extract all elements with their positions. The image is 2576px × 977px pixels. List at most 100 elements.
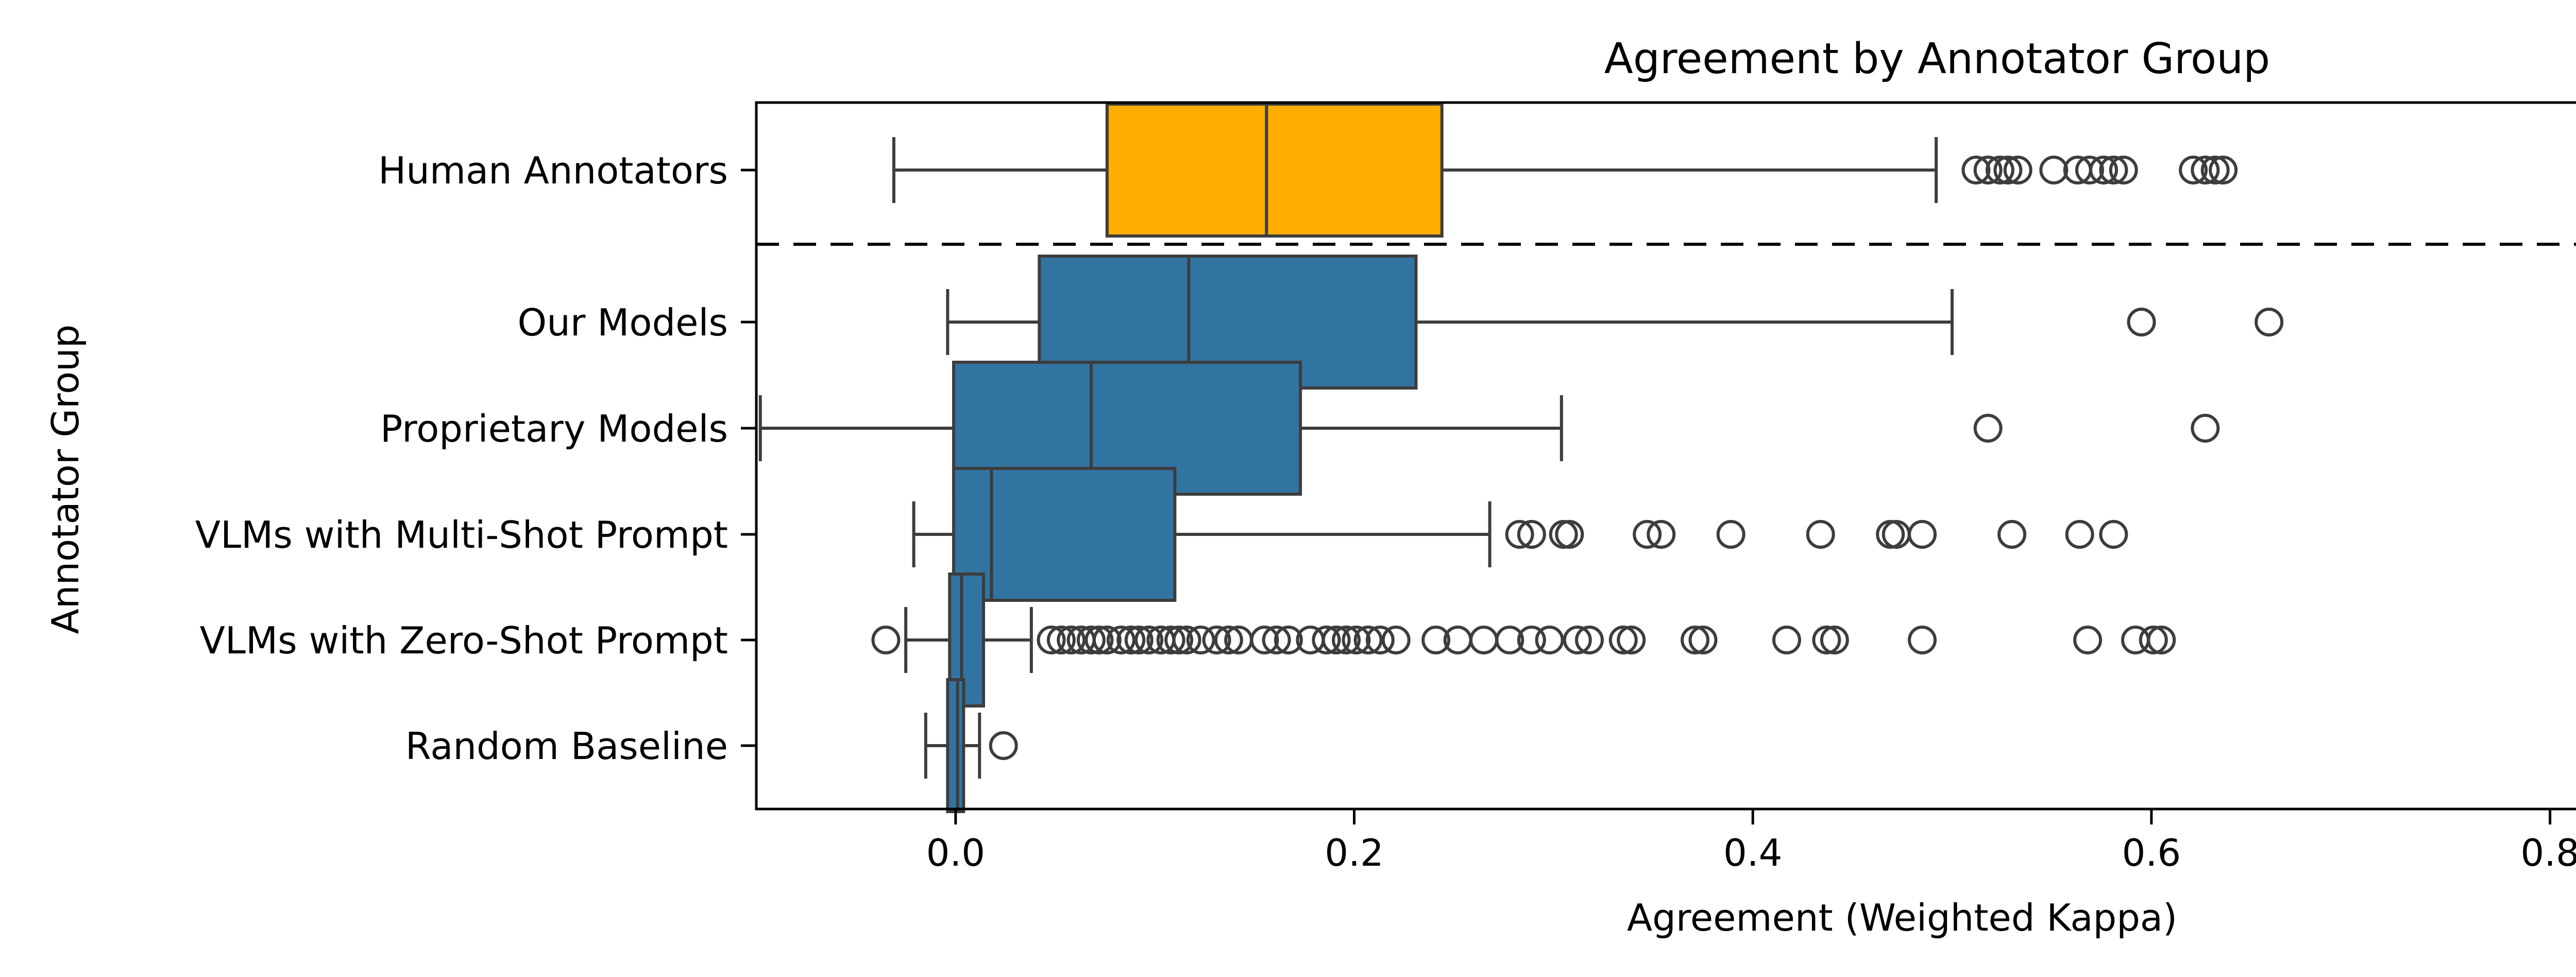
y-tick-label: Human Annotators xyxy=(378,149,728,192)
box-group xyxy=(912,467,2128,602)
outlier-point xyxy=(1505,520,1534,549)
outlier-point xyxy=(1342,626,1371,654)
outlier-point xyxy=(1608,626,1638,654)
outlier-point xyxy=(1274,626,1303,654)
y-tick-label: VLMs with Zero-Shot Prompt xyxy=(200,619,728,662)
outlier-point xyxy=(1037,626,1066,654)
y-axis: Human Annotators Our Models Proprietary Mo… xyxy=(195,149,756,768)
box-group xyxy=(871,572,2176,708)
outlier-point xyxy=(1124,626,1154,654)
y-axis-label: Annotator Group xyxy=(44,325,87,634)
outlier-point xyxy=(1973,414,2003,443)
outlier-point xyxy=(1106,626,1136,654)
outlier-point xyxy=(2003,156,2032,184)
outlier-point xyxy=(1563,626,1592,654)
outlier-point xyxy=(1164,626,1194,654)
outlier-point xyxy=(1517,520,1546,549)
outlier-point xyxy=(1312,626,1341,654)
y-tick-label: Our Models xyxy=(518,301,728,344)
plot-area xyxy=(758,103,2284,813)
x-tick-label: 0.8 xyxy=(2520,831,2576,874)
outlier-point xyxy=(1262,626,1291,654)
outlier-point xyxy=(1876,520,1905,549)
outlier-point xyxy=(1549,520,1578,549)
outlier-point xyxy=(1882,520,1911,549)
outlier-point xyxy=(1332,626,1361,654)
outlier-point xyxy=(1092,626,1122,654)
outlier-point xyxy=(1084,626,1114,654)
outlier-point xyxy=(1812,626,1841,654)
outlier-point xyxy=(1772,626,1801,654)
outlier-point xyxy=(2127,308,2156,336)
outlier-point xyxy=(1535,626,1564,654)
outlier-point xyxy=(1517,626,1546,654)
x-axis-label: Agreement (Weighted Kappa) xyxy=(1627,896,2177,939)
outlier-point xyxy=(871,626,901,654)
outlier-point xyxy=(1555,520,1584,549)
outlier-point xyxy=(1186,626,1215,654)
iqr-box xyxy=(952,467,1177,602)
outlier-point xyxy=(1806,520,1835,549)
outlier-point xyxy=(1353,626,1383,654)
outlier-point xyxy=(1997,520,2027,549)
outlier-point xyxy=(2073,626,2103,654)
outlier-point xyxy=(1681,626,1710,654)
outlier-point xyxy=(2065,520,2094,549)
outlier-point xyxy=(1495,626,1524,654)
outlier-point xyxy=(2099,520,2128,549)
chart-title: Agreement by Annotator Group xyxy=(1604,35,2270,83)
outlier-point xyxy=(2039,156,2069,184)
y-tick-label: VLMs with Multi-Shot Prompt xyxy=(195,513,728,557)
outlier-point xyxy=(2139,626,2168,654)
outlier-point xyxy=(1820,626,1849,654)
outlier-point xyxy=(1617,626,1646,654)
outlier-point xyxy=(1575,626,1604,654)
outlier-point xyxy=(1633,520,1662,549)
outlier-point xyxy=(1716,520,1745,549)
outlier-point xyxy=(989,731,1018,760)
x-tick-label: 0.2 xyxy=(1325,831,1384,874)
outlier-point xyxy=(2075,156,2104,184)
outlier-point xyxy=(2200,156,2230,184)
outlier-point xyxy=(1057,626,1086,654)
outlier-point xyxy=(1321,626,1351,654)
outlier-point xyxy=(1076,626,1106,654)
x-tick-label: 0.0 xyxy=(926,831,986,874)
outlier-point xyxy=(1116,626,1146,654)
iqr-box xyxy=(946,678,965,813)
outlier-point xyxy=(1046,626,1076,654)
outlier-point xyxy=(2179,156,2208,184)
outlier-point xyxy=(2209,156,2238,184)
outlier-point xyxy=(1134,626,1164,654)
outlier-point xyxy=(2191,414,2220,443)
outlier-point xyxy=(2147,626,2176,654)
outlier-point xyxy=(1172,626,1201,654)
outlier-point xyxy=(2099,156,2128,184)
outlier-point xyxy=(2109,156,2138,184)
box-group xyxy=(892,103,2238,238)
outlier-point xyxy=(1214,626,1243,654)
iqr-box xyxy=(1105,103,1444,238)
y-tick-label: Proprietary Models xyxy=(380,407,728,450)
outlier-point xyxy=(1381,626,1411,654)
outlier-point xyxy=(2255,308,2284,336)
outlier-point xyxy=(1993,156,2023,184)
outlier-point xyxy=(1908,626,1937,654)
outlier-point xyxy=(1961,156,1991,184)
outlier-point xyxy=(1250,626,1279,654)
x-tick-label: 0.4 xyxy=(1723,831,1783,874)
outlier-point xyxy=(1156,626,1185,654)
outlier-point xyxy=(1908,520,1937,549)
outlier-point xyxy=(1985,156,2014,184)
outlier-point xyxy=(1688,626,1718,654)
y-tick-label: Random Baseline xyxy=(405,725,728,768)
outlier-point xyxy=(2191,156,2220,184)
outlier-point xyxy=(1647,520,1676,549)
outlier-point xyxy=(2089,156,2119,184)
plot-frame xyxy=(755,101,2576,811)
outlier-point xyxy=(1365,626,1395,654)
outlier-point xyxy=(1202,626,1231,654)
outlier-point xyxy=(1973,156,2003,184)
outlier-point xyxy=(1469,626,1498,654)
